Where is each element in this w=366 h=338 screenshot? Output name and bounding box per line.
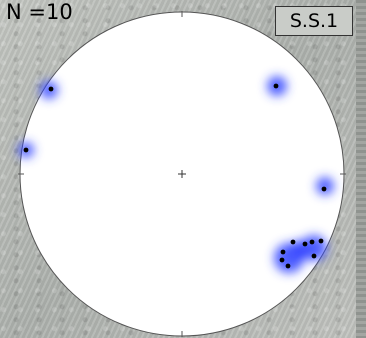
sample-count-label: N =10 [6,0,73,24]
pole-point [309,239,315,245]
pole-points [23,83,327,269]
pole-point [48,86,54,92]
pole-point [302,241,308,247]
pole-point [290,239,296,245]
pole-point [273,83,279,89]
pole-point [318,238,324,244]
pole-point [23,147,29,153]
density-blob [316,177,334,195]
pole-point [311,253,317,259]
pole-point [321,186,327,192]
pole-point [285,263,291,269]
site-label-box: S.S.1 [275,6,353,36]
pole-point [280,249,286,255]
background-strip [356,0,366,338]
pole-point [279,257,285,263]
